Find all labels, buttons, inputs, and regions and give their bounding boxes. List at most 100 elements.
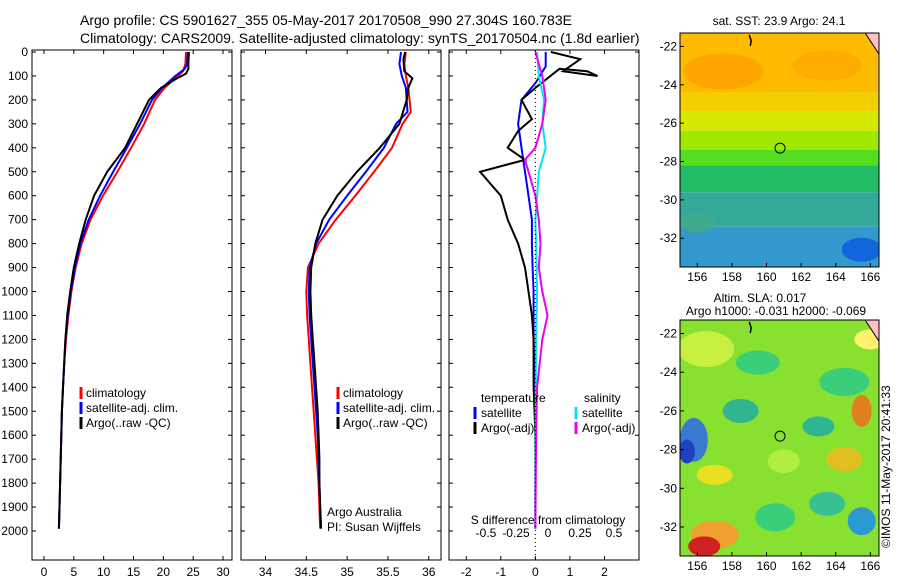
x-tick-label: 156 — [687, 270, 707, 284]
series-line-s-argo-adj- — [523, 51, 549, 529]
x-tick-label: 20 — [157, 565, 171, 579]
x-tick-label: 2 — [601, 565, 608, 579]
sla-blob — [851, 394, 872, 427]
x-tick-label: 10 — [97, 565, 111, 579]
argo-position-marker — [774, 430, 786, 442]
argo-position-marker — [774, 142, 786, 154]
y-tick-label: -22 — [660, 327, 678, 341]
y-tick-label: 600 — [8, 189, 28, 203]
y-tick-label: -30 — [660, 481, 678, 495]
y-tick-label: 1000 — [1, 285, 28, 299]
x-tick-label: 35 — [340, 565, 354, 579]
x-tick-label: 166 — [860, 270, 880, 284]
y-tick-label: 400 — [8, 141, 28, 155]
legend-label: Argo(-adj) — [481, 421, 534, 435]
sst-field — [680, 33, 879, 267]
sla-blob — [809, 491, 846, 516]
sla-blob — [767, 449, 800, 474]
series-line-s-satellite — [534, 51, 547, 529]
sst-map: 156 158 160 162 164 166 -22 -24 -26 -28 -30 -32 sat.… — [660, 14, 881, 284]
y-tick-label: 1600 — [1, 428, 28, 442]
legend-title: temperature — [481, 391, 546, 405]
series-line-climatology — [305, 51, 412, 529]
y-tick-label: -26 — [660, 404, 678, 418]
sst-warm-patch — [683, 53, 764, 90]
map-frame — [679, 319, 880, 557]
sla-blob — [688, 536, 721, 556]
y-tick-label: 1300 — [1, 356, 28, 370]
legend-label: climatology — [343, 386, 403, 400]
sst-band — [680, 92, 879, 112]
s-axis-tick-label: -0.5 — [476, 526, 497, 540]
x-tick-label: 1 — [567, 565, 574, 579]
annotation-line: PI: Susan Wijffels — [327, 520, 421, 534]
x-tick-label: -1 — [495, 565, 506, 579]
sla-map-subtitle: Argo h1000: -0.031 h2000: -0.069 — [686, 304, 866, 318]
sst-band — [680, 130, 879, 150]
x-tick-label: 5 — [70, 565, 77, 579]
x-tick-label: 162 — [791, 559, 811, 573]
coastline-reef — [748, 34, 752, 47]
sla-blob — [680, 331, 734, 368]
x-tick-label: 25 — [187, 565, 201, 579]
s-axis-tick-label: 0 — [545, 526, 552, 540]
plot-frame — [240, 49, 442, 561]
plot-frame — [448, 49, 640, 561]
y-tick-label: 1900 — [1, 500, 28, 514]
x-tick-label: -2 — [461, 565, 472, 579]
x-tick-label: 162 — [791, 270, 811, 284]
sst-patch — [680, 212, 716, 233]
x-tick-label: 36 — [422, 565, 436, 579]
s-axis-tick-label: 0.5 — [606, 526, 623, 540]
legend-label: satellite-adj. clim. — [86, 401, 178, 415]
x-tick-label: 15 — [127, 565, 141, 579]
series-line-argo-raw-qc- — [57, 51, 190, 529]
series-line-argo-raw-qc- — [309, 51, 414, 529]
figure-title-line1: Argo profile: CS 5901627_355 05-May-2017… — [80, 12, 572, 28]
x-tick-label: 30 — [216, 565, 230, 579]
sla-blob — [735, 350, 780, 375]
legend-label: satellite-adj. clim. — [343, 401, 435, 415]
y-tick-label: 200 — [8, 93, 28, 107]
map-frame — [679, 32, 880, 268]
sla-map: 156 158 160 162 164 166 -22 -24 -26 -28 -30 -32 Alti… — [660, 291, 881, 573]
y-tick-label: 1800 — [1, 476, 28, 490]
sst-map-title: sat. SST: 23.9 Argo: 24.1 — [713, 14, 846, 28]
sst-band — [680, 165, 879, 193]
sla-blob — [854, 329, 879, 350]
annotation-line: Argo Australia — [327, 505, 402, 519]
x-tick-label: 34 — [259, 565, 273, 579]
y-tick-label: 1200 — [1, 332, 28, 346]
x-tick-label: 34.5 — [295, 565, 319, 579]
series-line-t-argo-adj- — [478, 51, 598, 529]
legend-title: salinity — [584, 391, 621, 405]
legend-label: satellite — [582, 406, 623, 420]
y-tick-label: -32 — [660, 231, 678, 245]
legend-label: Argo(-adj) — [582, 421, 635, 435]
x-tick-label: 160 — [757, 270, 777, 284]
y-tick-label: 300 — [8, 117, 28, 131]
x-tick-label: 158 — [722, 270, 742, 284]
y-tick-label: 100 — [8, 69, 28, 83]
y-tick-label: -28 — [660, 443, 678, 457]
y-tick-label: 500 — [8, 165, 28, 179]
y-tick-label: -24 — [660, 365, 678, 379]
sst-band — [680, 150, 879, 166]
sla-blob — [755, 503, 796, 532]
x-tick-label: 0 — [532, 565, 539, 579]
sla-blob — [722, 398, 759, 423]
y-tick-label: 900 — [8, 261, 28, 275]
y-tick-label: -30 — [660, 193, 678, 207]
y-tick-label: 1400 — [1, 380, 28, 394]
legend-label: satellite — [481, 406, 522, 420]
legend-label: Argo(..raw -QC) — [343, 416, 428, 430]
salinity-profile-plot: 3434.53535.536salinityclimatologysatelli… — [240, 49, 442, 579]
x-tick-label: 35.5 — [376, 565, 400, 579]
x-tick-label: 160 — [757, 559, 777, 573]
y-tick-label: -26 — [660, 116, 678, 130]
x-tick-label: 0 — [41, 565, 48, 579]
y-tick-label: 0 — [21, 45, 28, 59]
x-tick-label: 158 — [722, 559, 742, 573]
sla-blob — [696, 464, 733, 485]
difference-profile-plot: -2-1012T difference from climatology-0.5… — [448, 49, 640, 579]
